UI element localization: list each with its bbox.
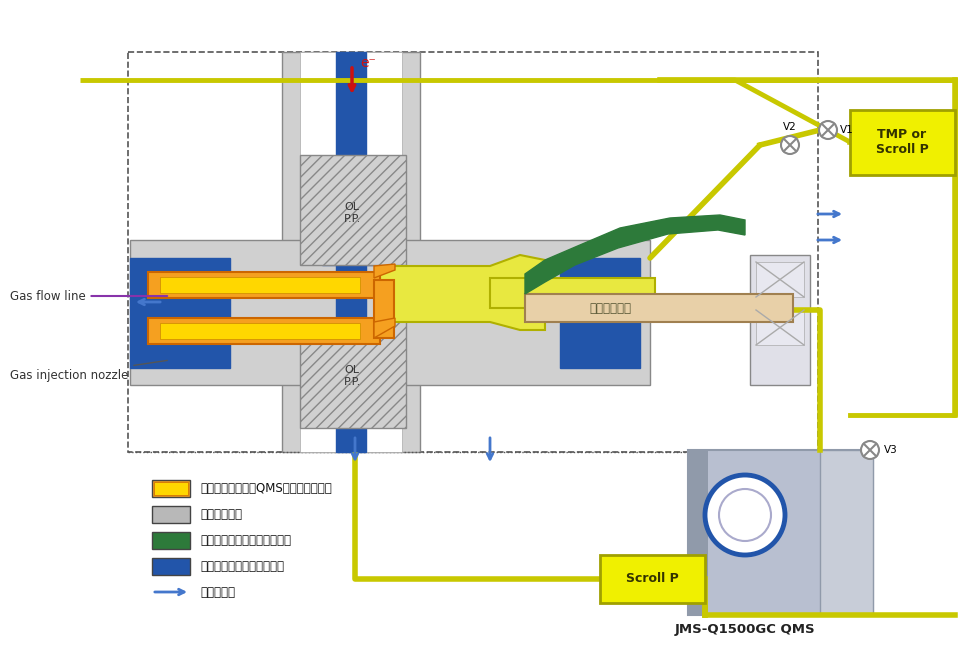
Bar bbox=[688, 450, 873, 615]
Bar bbox=[128, 52, 818, 452]
Text: 試料ホルダー: 試料ホルダー bbox=[589, 301, 631, 314]
Bar bbox=[850, 110, 955, 175]
Bar bbox=[148, 318, 380, 344]
Bar bbox=[525, 294, 793, 322]
Text: V1: V1 bbox=[840, 125, 854, 135]
Bar bbox=[688, 450, 708, 615]
Polygon shape bbox=[325, 177, 377, 260]
Polygon shape bbox=[374, 264, 395, 278]
Bar bbox=[300, 155, 406, 265]
Bar bbox=[152, 558, 190, 575]
Bar bbox=[300, 318, 406, 428]
Bar bbox=[148, 272, 380, 298]
Bar bbox=[152, 480, 190, 497]
Text: 環境セルの外側高真空領域: 環境セルの外側高真空領域 bbox=[200, 559, 284, 573]
Bar bbox=[300, 52, 402, 177]
Circle shape bbox=[819, 121, 837, 139]
Bar bbox=[756, 262, 804, 297]
Circle shape bbox=[719, 489, 771, 541]
Text: Scroll P: Scroll P bbox=[626, 573, 678, 585]
Bar bbox=[154, 482, 188, 495]
Text: 試料ホルダー予備排気ライン: 試料ホルダー予備排気ライン bbox=[200, 534, 291, 547]
Text: Gas flow line: Gas flow line bbox=[10, 289, 167, 303]
Bar bbox=[322, 160, 380, 265]
Text: 差動排気領域: 差動排気領域 bbox=[200, 508, 242, 520]
Bar bbox=[152, 506, 190, 523]
Bar bbox=[282, 52, 420, 452]
Bar bbox=[152, 532, 190, 549]
Text: JMS-Q1500GC QMS: JMS-Q1500GC QMS bbox=[674, 624, 815, 636]
Bar bbox=[160, 323, 360, 339]
Bar bbox=[820, 450, 873, 615]
Text: OL
P.P.: OL P.P. bbox=[344, 365, 360, 387]
Bar bbox=[322, 320, 380, 425]
Text: Gas injection nozzle: Gas injection nozzle bbox=[10, 360, 167, 381]
Text: 排気ライン: 排気ライン bbox=[200, 585, 235, 598]
Polygon shape bbox=[525, 215, 745, 294]
Polygon shape bbox=[374, 318, 395, 338]
Bar bbox=[756, 310, 804, 345]
Text: TMP or
Scroll P: TMP or Scroll P bbox=[875, 128, 928, 156]
Bar bbox=[490, 278, 655, 308]
Bar bbox=[750, 255, 810, 385]
Text: 環境セル領域及びQMSへの導入ライン: 環境セル領域及びQMSへの導入ライン bbox=[200, 481, 332, 495]
Bar bbox=[130, 258, 230, 368]
Circle shape bbox=[705, 475, 785, 555]
Text: e⁻: e⁻ bbox=[360, 56, 376, 70]
Bar bbox=[600, 555, 705, 603]
Bar bbox=[130, 240, 650, 385]
Bar bbox=[336, 52, 366, 452]
Bar bbox=[160, 277, 360, 293]
Bar bbox=[300, 325, 402, 452]
Bar bbox=[560, 258, 640, 368]
Circle shape bbox=[781, 136, 799, 154]
Text: OL
P.P.: OL P.P. bbox=[344, 202, 360, 224]
Text: V2: V2 bbox=[783, 122, 796, 132]
Polygon shape bbox=[325, 325, 377, 405]
Bar bbox=[374, 280, 394, 338]
Circle shape bbox=[861, 441, 879, 459]
Polygon shape bbox=[380, 255, 545, 330]
Text: V3: V3 bbox=[884, 445, 898, 455]
